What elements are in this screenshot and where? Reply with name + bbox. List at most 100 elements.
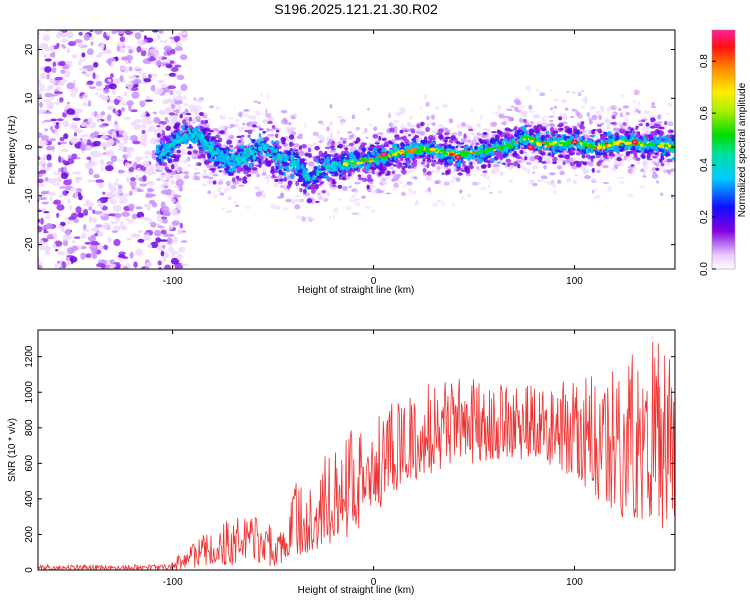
spectral-blob	[314, 183, 320, 190]
spectral-blob	[165, 174, 170, 180]
spectral-blob	[107, 182, 112, 188]
spectral-blob	[130, 233, 139, 239]
spectral-blob	[501, 162, 506, 165]
spectral-blob	[551, 155, 555, 158]
spectral-blob	[332, 214, 335, 220]
spectral-blob	[330, 148, 336, 151]
spectral-blob	[88, 160, 98, 167]
spectral-blob	[318, 140, 323, 144]
spectral-blob	[474, 135, 479, 141]
spectral-blob	[626, 193, 634, 198]
spectral-blob	[455, 168, 460, 172]
spectral-blob	[495, 169, 500, 173]
spectral-blob	[610, 122, 617, 125]
spectral-blob	[290, 127, 294, 132]
spectral-blob	[552, 130, 559, 135]
spectral-blob	[393, 188, 397, 191]
spectral-blob	[526, 161, 532, 166]
spectral-blob	[282, 207, 289, 211]
spectral-blob	[135, 248, 144, 256]
spectral-blob	[549, 107, 554, 111]
spectral-blob	[645, 122, 650, 127]
spectral-blob	[49, 52, 54, 58]
spectral-blob	[168, 246, 175, 253]
spectral-blob	[667, 121, 674, 127]
spectral-blob	[666, 112, 671, 115]
spectral-blob	[208, 172, 215, 177]
spectral-blob	[39, 72, 47, 80]
spectral-blob	[164, 264, 171, 269]
spectral-blob	[594, 194, 601, 200]
spectral-blob	[514, 125, 518, 130]
spectral-blob	[146, 181, 155, 186]
spectral-blob	[525, 85, 531, 91]
spectral-blob	[181, 36, 188, 41]
spectral-blob	[62, 78, 68, 83]
spectral-blob	[412, 156, 418, 159]
spectral-blob	[246, 173, 252, 177]
spectral-blob	[106, 105, 115, 111]
spectral-blob	[451, 203, 456, 206]
spectral-blob	[328, 216, 332, 219]
spectral-blob	[622, 122, 627, 126]
spectral-blob	[226, 187, 230, 191]
spectral-blob	[38, 171, 43, 174]
spectral-blob	[151, 149, 156, 156]
spectral-blob	[329, 183, 334, 188]
spectral-blob	[131, 213, 138, 220]
spectral-blob	[200, 125, 204, 129]
spectral-blob	[295, 180, 300, 187]
spectral-blob	[646, 158, 653, 161]
spectral-blob	[111, 230, 119, 234]
spectral-blob	[38, 166, 39, 169]
spectral-blob	[296, 186, 301, 191]
spectral-blob	[111, 131, 117, 138]
spectral-blob	[235, 175, 240, 179]
spectral-blob	[73, 218, 80, 224]
spectral-blob	[279, 192, 284, 198]
spectral-blob	[59, 186, 65, 189]
spectral-blob	[179, 54, 188, 61]
spectral-blob	[146, 188, 155, 193]
spectral-blob	[61, 148, 69, 153]
spectral-blob	[529, 156, 536, 162]
spectral-blob	[482, 128, 487, 131]
spectral-blob	[540, 121, 548, 126]
spectral-blob	[671, 157, 675, 160]
spectral-blob	[630, 164, 635, 167]
spectral-blob	[228, 134, 235, 140]
spectral-blob	[538, 159, 543, 163]
spectral-blob	[141, 118, 146, 124]
spectral-blob	[371, 209, 376, 213]
spectral-blob	[657, 121, 663, 124]
spectral-blob	[54, 101, 61, 105]
spectral-blob	[94, 210, 103, 215]
spectral-blob	[466, 193, 472, 198]
spectral-blob	[83, 33, 90, 41]
spectral-blob	[119, 259, 124, 263]
spectral-blob	[334, 153, 339, 159]
spectral-blob	[191, 155, 198, 159]
spectral-blob	[469, 161, 473, 166]
spectral-blob	[266, 179, 269, 185]
spectral-blob	[527, 124, 532, 128]
spectral-blob	[160, 84, 167, 89]
spectral-blob	[419, 157, 423, 161]
spectral-blob	[293, 112, 297, 118]
spectral-blob	[187, 151, 192, 155]
spectral-blob	[594, 197, 597, 202]
spectral-blob	[55, 122, 59, 126]
spectral-blob	[233, 106, 236, 109]
spectral-blob	[182, 103, 190, 107]
spectral-blob	[600, 122, 605, 126]
spectral-blob	[400, 143, 406, 148]
spectral-blob	[591, 177, 597, 183]
spectral-blob	[113, 225, 121, 231]
spectral-blob	[97, 182, 105, 189]
spectral-blob	[92, 72, 96, 80]
spectral-blob	[178, 246, 186, 253]
spectral-blob	[175, 201, 180, 208]
spectral-blob	[641, 119, 646, 123]
spectral-blob	[367, 107, 370, 111]
spectral-blob	[631, 171, 635, 174]
